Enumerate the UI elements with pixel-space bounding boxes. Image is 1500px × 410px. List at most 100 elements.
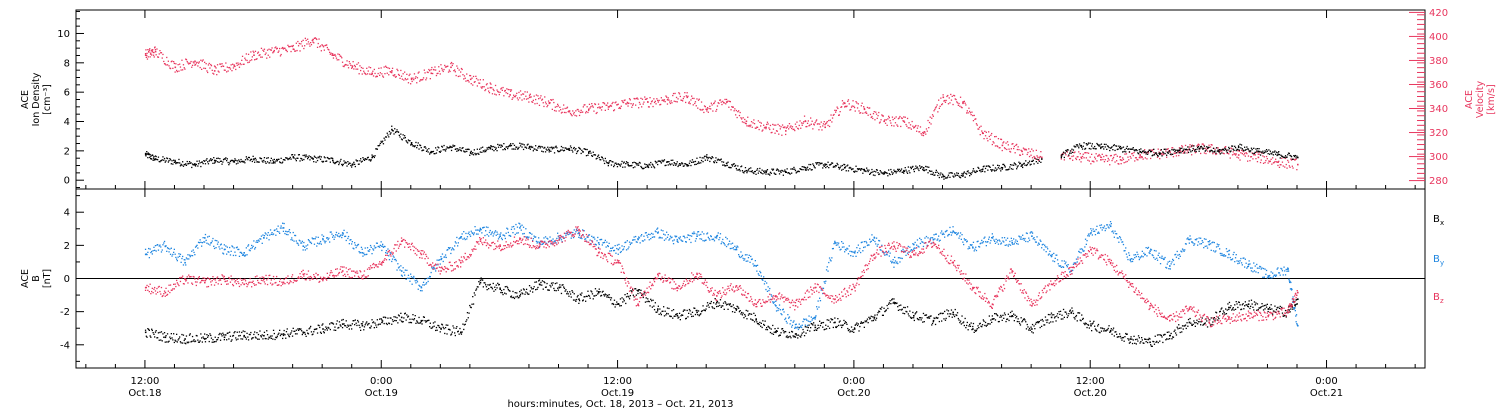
series-velocity-dot (701, 109, 703, 111)
series-bx-dot (639, 292, 641, 294)
series-ion-density-late--dot (1270, 152, 1272, 154)
series-ion-density-dot (871, 168, 873, 171)
series-ion-density-dot (307, 158, 309, 160)
series-ion-density-late--dot (1265, 151, 1267, 153)
series-ion-density-late--dot (1207, 146, 1209, 149)
series-bx-dot (286, 328, 288, 330)
series-bx-dot (240, 338, 242, 340)
series-bx-dot (743, 317, 745, 319)
series-ion-density-dot (412, 145, 414, 147)
series-ion-density-dot (195, 163, 197, 166)
series-ion-density-dot (341, 164, 344, 167)
series-bx-dot (658, 313, 660, 315)
series-velocity-dot (687, 95, 689, 97)
series-bx-dot (783, 332, 785, 334)
series-velocity-dot (323, 49, 325, 51)
series-ion-density-dot (939, 174, 941, 176)
series-bx-dot (1129, 341, 1131, 343)
series-bx-dot (953, 314, 955, 316)
series-bx-dot (553, 287, 555, 290)
series-by-dot (201, 242, 203, 244)
series-velocity-dot (936, 104, 938, 106)
series-bx-dot (460, 333, 463, 335)
series-bx-dot (832, 326, 834, 329)
series-bx-dot (1094, 325, 1096, 327)
series-bx-dot (686, 309, 688, 312)
series-velocity-late--dot (1108, 159, 1110, 161)
series-bx-dot (710, 300, 712, 303)
series-ion-density-dot (703, 155, 706, 157)
series-bx-dot (1001, 319, 1003, 321)
series-bx-dot (1083, 322, 1085, 325)
series-ion-density-point (213, 159, 216, 162)
series-ion-density-dot (622, 162, 625, 164)
series-bx-dot (894, 302, 897, 304)
series-velocity-dot (563, 111, 566, 114)
series-velocity-late--dot (1275, 158, 1277, 160)
series-velocity-dot (670, 100, 672, 102)
series-by-dot (192, 249, 194, 251)
series-velocity-dot (504, 89, 506, 92)
series-velocity-dot (266, 49, 269, 51)
series-ion-density-dot (737, 165, 739, 167)
series-ion-density-dot (569, 149, 571, 151)
series-velocity-dot (950, 93, 952, 96)
series-velocity-dot (466, 73, 468, 75)
series-ion-density-dot (868, 169, 870, 171)
series-ion-density-dot (841, 164, 844, 167)
series-bx-dot (916, 317, 919, 320)
series-bx-dot (1004, 314, 1006, 316)
series-ion-density-dot (858, 168, 860, 170)
series-ion-density-point (627, 164, 629, 166)
series-bx-point (637, 290, 639, 292)
series-velocity-dot (948, 97, 950, 99)
series-bx-dot (150, 336, 152, 338)
series-ion-density-point (410, 142, 413, 144)
series-ion-density-dot (772, 169, 774, 171)
series-ion-density-dot (192, 164, 194, 166)
series-ion-density-late--dot (1065, 149, 1067, 152)
series-bx-dot (312, 333, 314, 335)
series-ion-density-point (174, 161, 177, 163)
series-ion-density-late--dot (1066, 149, 1068, 151)
series-ion-density-dot (875, 169, 878, 171)
series-velocity-late--dot (1132, 154, 1134, 157)
series-ion-density-dot (444, 149, 446, 151)
series-ion-density-dot (216, 161, 219, 163)
series-ion-density-dot (323, 156, 325, 158)
series-bx-point (519, 295, 521, 297)
series-velocity-dot (613, 109, 616, 111)
series-bx-dot (583, 296, 585, 298)
series-ion-density-late--dot (1192, 147, 1194, 150)
series-ion-density-dot (1027, 162, 1029, 164)
series-bx-dot (736, 305, 738, 307)
series-velocity-dot (448, 69, 450, 71)
series-by-dot (190, 254, 192, 257)
series-ion-density-dot (299, 160, 301, 162)
series-bx-dot (1034, 328, 1036, 330)
series-bx-point (499, 288, 501, 290)
series-ion-density-dot (441, 146, 444, 148)
series-bx-dot (871, 320, 873, 322)
series-bx-dot (806, 329, 809, 331)
series-velocity-late--dot (1269, 161, 1271, 163)
series-bx-dot (1030, 326, 1032, 328)
series-ion-density-dot (379, 142, 381, 144)
series-ion-density-dot (472, 154, 475, 156)
series-ion-density-dot (281, 162, 283, 164)
series-velocity-dot (214, 66, 216, 68)
series-bx-dot (148, 329, 150, 331)
series-bx-dot (488, 288, 490, 290)
series-velocity-dot (505, 92, 507, 94)
series-velocity-dot (574, 114, 576, 117)
series-bx-dot (1037, 322, 1040, 324)
series-velocity-dot (169, 67, 171, 69)
series-ion-density-dot (839, 167, 841, 169)
series-velocity-dot (881, 114, 883, 116)
series-velocity-dot (992, 141, 994, 143)
series-velocity-dot (716, 105, 719, 107)
series-ion-density-late--dot (1172, 153, 1174, 155)
series-ion-density-dot (241, 160, 243, 163)
series-bx-dot (366, 321, 368, 323)
series-velocity-dot (575, 110, 577, 112)
